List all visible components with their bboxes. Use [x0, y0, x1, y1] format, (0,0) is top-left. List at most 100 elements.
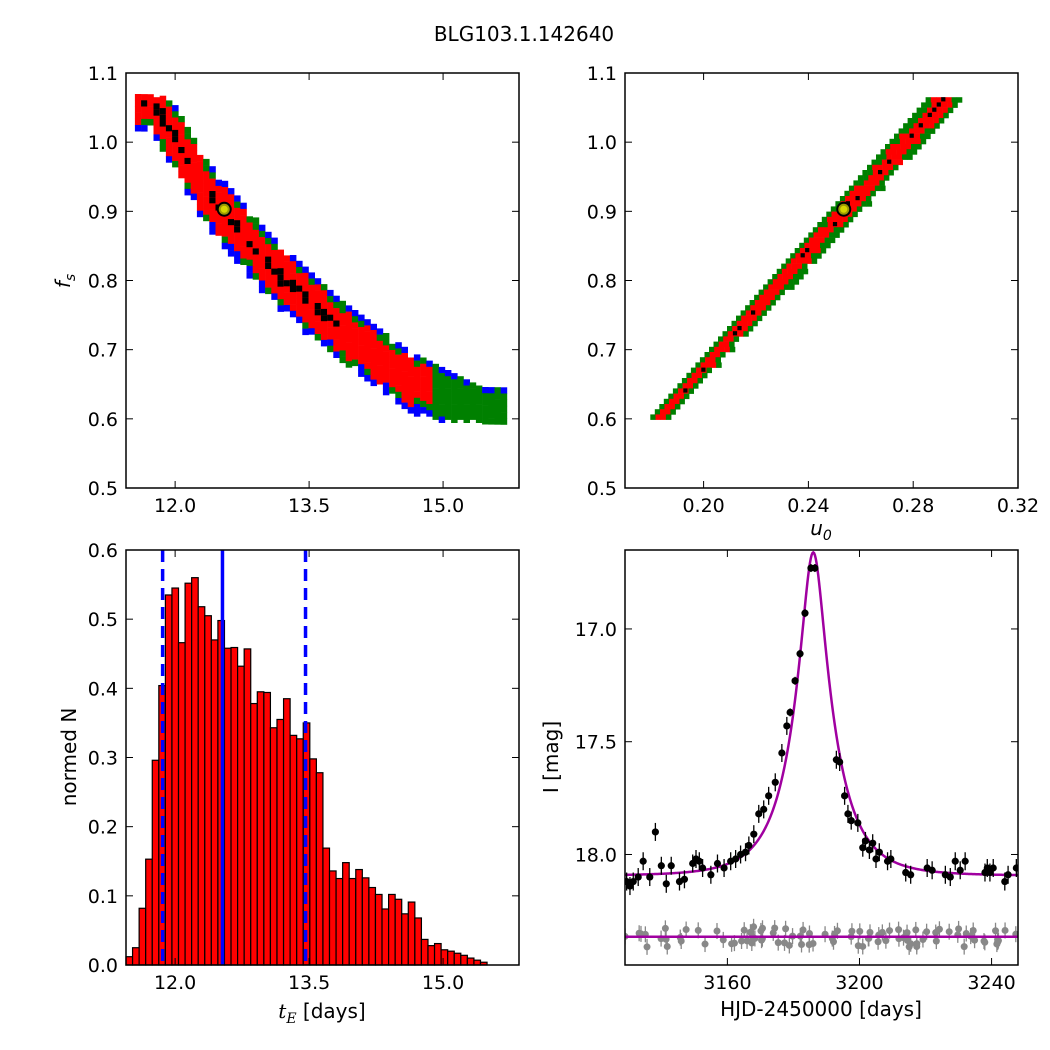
heatmap-core-cell: [701, 367, 706, 372]
heatmap-cell: [463, 404, 470, 411]
heatmap-cell: [752, 320, 758, 327]
heatmap-cell: [252, 242, 260, 249]
heatmap-cell: [153, 97, 160, 104]
heatmap-cell: [401, 346, 408, 354]
residual-point: [913, 942, 921, 950]
heatmap-cell: [165, 119, 173, 126]
heatmap-cell: [432, 388, 439, 396]
heatmap-cell: [376, 359, 384, 366]
heatmap-cell: [382, 357, 390, 365]
heatmap-cell: [868, 175, 874, 181]
x-tick-label: 0.32: [997, 495, 1039, 517]
heatmap-cell: [234, 207, 241, 215]
heatmap-cell: [903, 123, 909, 129]
heatmap-cell: [141, 94, 148, 101]
heatmap-cell: [184, 188, 191, 196]
y-tick-label: 0.9: [587, 201, 617, 223]
data-point: [720, 864, 728, 872]
heatmap-cell: [333, 332, 340, 340]
heatmap-cell: [271, 256, 278, 263]
heatmap-cell: [289, 273, 297, 281]
heatmap-cell: [370, 323, 377, 331]
histogram-bar: [348, 877, 357, 966]
heatmap-cell: [320, 321, 328, 328]
residual-point: [854, 942, 862, 950]
heatmap-core-cell: [302, 297, 309, 304]
residual-point: [661, 924, 669, 932]
heatmap-cell: [147, 100, 154, 107]
x-axis-label: HJD-2450000 [days]: [720, 997, 922, 1021]
histogram-bar: [342, 862, 350, 966]
heatmap-cell: [289, 261, 297, 268]
heatmap-cell: [876, 159, 883, 166]
heatmap-cell: [314, 278, 322, 285]
heatmap-cell: [438, 385, 446, 392]
heatmap-cell: [952, 102, 958, 108]
heatmap-cell: [723, 336, 729, 342]
heatmap-cell: [838, 222, 844, 228]
x-tick-label: 13.5: [288, 495, 330, 517]
heatmap-cell: [463, 379, 470, 386]
heatmap-cell: [759, 294, 765, 301]
heatmap-cell: [463, 385, 470, 392]
heatmap-core-cell: [277, 268, 284, 275]
heatmap-cell: [314, 290, 322, 298]
heatmap-cell: [221, 180, 229, 188]
heatmap-cell: [801, 258, 807, 264]
heatmap-cell: [777, 274, 783, 280]
heatmap-cell: [451, 379, 458, 386]
heatmap-cell: [407, 369, 415, 377]
heatmap-cell: [823, 232, 830, 238]
heatmap-cell: [141, 106, 148, 113]
heatmap-cell: [887, 164, 894, 171]
heatmap-cell: [763, 289, 770, 296]
heatmap-cell: [500, 405, 508, 413]
heatmap-cell: [376, 340, 384, 348]
heatmap-cell: [867, 170, 874, 176]
heatmap-core-cell: [932, 107, 937, 112]
heatmap-cell: [339, 319, 346, 326]
heatmap-cell: [736, 315, 742, 322]
heatmap-cell: [793, 274, 799, 280]
heatmap-cell: [296, 260, 303, 268]
heatmap-cell: [358, 370, 365, 377]
heatmap-cell: [203, 165, 210, 172]
heatmap-core-cell: [277, 274, 284, 281]
heatmap-cell: [141, 125, 148, 132]
heatmap-cell: [669, 398, 675, 405]
heatmap-cell: [389, 368, 396, 376]
heatmap-cell: [917, 112, 923, 119]
heatmap-cell: [729, 346, 736, 353]
heatmap-cell: [851, 206, 858, 212]
heatmap-cell: [277, 262, 284, 269]
heatmap-cell: [351, 359, 359, 367]
heatmap-cell: [862, 170, 868, 176]
heatmap-cell: [863, 180, 870, 186]
heatmap-cell: [234, 195, 241, 202]
heatmap-cell: [943, 112, 949, 119]
y-tick-label: 0.5: [88, 478, 118, 500]
heatmap-cell: [426, 397, 433, 405]
heatmap-cell: [339, 331, 346, 339]
histogram-bar: [420, 938, 429, 966]
heatmap-cell: [190, 187, 198, 194]
heatmap-cell: [209, 203, 216, 210]
heatmap-cell: [376, 371, 384, 379]
heatmap-cell: [843, 222, 849, 228]
histogram-bar: [355, 868, 363, 966]
heatmap-cell: [178, 116, 185, 123]
residual-point: [886, 927, 894, 935]
heatmap-cell: [153, 115, 160, 123]
heatmap-cell: [809, 242, 816, 249]
heatmap-cell: [184, 164, 191, 171]
heatmap-cell: [896, 154, 903, 160]
heatmap-cell: [178, 122, 185, 129]
heatmap-cell: [196, 167, 204, 174]
heatmap-cell: [320, 284, 328, 291]
data-point: [783, 722, 791, 730]
heatmap-core-cell: [918, 123, 923, 128]
heatmap-cell: [376, 334, 384, 342]
heatmap-cell: [858, 180, 865, 186]
histogram-bar: [210, 639, 219, 966]
heatmap-cell: [894, 133, 900, 140]
